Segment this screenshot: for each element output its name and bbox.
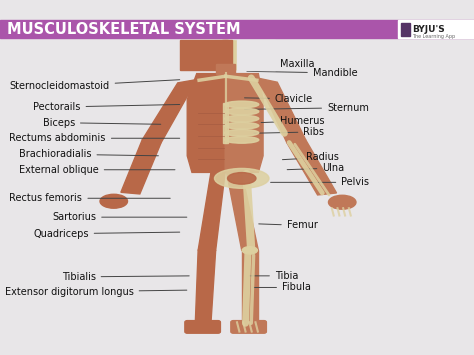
Polygon shape xyxy=(237,40,275,70)
Polygon shape xyxy=(227,173,258,250)
Ellipse shape xyxy=(225,115,259,122)
Ellipse shape xyxy=(328,195,356,209)
Text: Tibia: Tibia xyxy=(249,271,298,281)
Text: Pectorails: Pectorails xyxy=(33,102,180,112)
Ellipse shape xyxy=(225,101,259,108)
Bar xyxy=(398,20,474,38)
Text: Biceps: Biceps xyxy=(43,118,161,128)
Text: Ulna: Ulna xyxy=(287,163,345,173)
Text: Rectums abdominis: Rectums abdominis xyxy=(9,133,180,143)
Ellipse shape xyxy=(203,40,248,70)
Ellipse shape xyxy=(228,173,256,184)
Polygon shape xyxy=(195,250,216,323)
Text: Sartorius: Sartorius xyxy=(52,212,187,222)
Text: Radius: Radius xyxy=(283,153,338,163)
Ellipse shape xyxy=(225,108,259,115)
Ellipse shape xyxy=(225,130,259,136)
Text: Humerus: Humerus xyxy=(261,116,324,126)
Text: MUSCULOSKELETAL SYSTEM: MUSCULOSKELETAL SYSTEM xyxy=(7,22,241,37)
Polygon shape xyxy=(198,173,225,250)
Polygon shape xyxy=(287,140,337,195)
Text: Ribs: Ribs xyxy=(254,127,324,137)
Text: Quadriceps: Quadriceps xyxy=(33,229,180,239)
FancyBboxPatch shape xyxy=(231,321,266,333)
Text: BYJU'S: BYJU'S xyxy=(412,24,445,34)
Text: Pelvis: Pelvis xyxy=(271,178,369,187)
Text: External oblique: External oblique xyxy=(19,165,175,175)
Polygon shape xyxy=(180,40,214,70)
FancyBboxPatch shape xyxy=(185,321,220,333)
Bar xyxy=(223,103,228,143)
Ellipse shape xyxy=(219,41,255,70)
Polygon shape xyxy=(225,73,263,173)
Text: Mandible: Mandible xyxy=(247,68,357,78)
Ellipse shape xyxy=(225,122,259,129)
Ellipse shape xyxy=(199,247,214,254)
Polygon shape xyxy=(180,40,232,70)
Bar xyxy=(0,20,474,38)
Text: Femur: Femur xyxy=(259,220,318,230)
Text: Brachioradialis: Brachioradialis xyxy=(19,149,158,159)
Text: Sternum: Sternum xyxy=(245,103,369,113)
Text: Clavicle: Clavicle xyxy=(245,94,313,104)
Text: The Learning App: The Learning App xyxy=(412,34,456,39)
Text: Tibialis: Tibialis xyxy=(62,272,189,282)
Polygon shape xyxy=(257,78,306,143)
Text: Fibula: Fibula xyxy=(254,283,311,293)
Ellipse shape xyxy=(211,41,254,70)
Bar xyxy=(216,64,235,73)
Polygon shape xyxy=(121,140,161,194)
Text: Rectus femoris: Rectus femoris xyxy=(9,193,170,203)
Ellipse shape xyxy=(196,41,232,70)
Polygon shape xyxy=(187,73,225,173)
Text: Maxilla: Maxilla xyxy=(240,59,314,69)
Ellipse shape xyxy=(225,137,259,143)
Text: Extensor digitorum longus: Extensor digitorum longus xyxy=(5,287,187,297)
Ellipse shape xyxy=(242,247,257,254)
Polygon shape xyxy=(142,80,197,143)
Ellipse shape xyxy=(100,194,128,208)
Ellipse shape xyxy=(214,168,269,188)
Text: Sternocleidomastoid: Sternocleidomastoid xyxy=(9,80,180,91)
Polygon shape xyxy=(242,250,258,323)
Bar xyxy=(401,22,410,36)
